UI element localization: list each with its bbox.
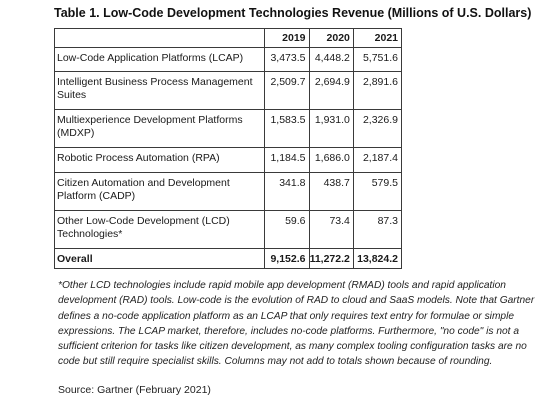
total-row: Overall 9,152.6 11,272.2 13,824.2 <box>53 248 403 269</box>
total-2020: 11,272.2 <box>308 248 354 269</box>
value-2019: 1,184.5 <box>264 147 310 173</box>
total-2021: 13,824.2 <box>352 248 403 269</box>
value-2021: 87.3 <box>352 210 403 249</box>
value-2021: 2,187.4 <box>352 147 403 173</box>
table-title: Table 1. Low-Code Development Technologi… <box>54 6 532 20</box>
value-2021: 5,751.6 <box>352 47 403 72</box>
value-2020: 438.7 <box>308 172 354 211</box>
table-row: Other Low-Code Development (LCD) Technol… <box>53 210 403 249</box>
value-2019: 2,509.7 <box>264 71 310 110</box>
value-2020: 1,931.0 <box>308 109 354 148</box>
value-2020: 2,694.9 <box>308 71 354 110</box>
value-2020: 4,448.2 <box>308 47 354 72</box>
header-cell-2019: 2019 <box>264 28 310 48</box>
table-row: Citizen Automation and Development Platf… <box>53 172 403 211</box>
value-2021: 2,891.6 <box>352 71 403 110</box>
row-label: Robotic Process Automation (RPA) <box>53 147 266 173</box>
total-label: Overall <box>53 248 266 269</box>
value-2021: 2,326.9 <box>352 109 403 148</box>
value-2020: 73.4 <box>308 210 354 249</box>
header-cell-2020: 2020 <box>308 28 354 48</box>
header-cell-2021: 2021 <box>352 28 403 48</box>
value-2019: 3,473.5 <box>264 47 310 72</box>
row-label: Other Low-Code Development (LCD) Technol… <box>53 210 266 249</box>
source-line: Source: Gartner (February 2021) <box>58 384 211 396</box>
value-2021: 579.5 <box>352 172 403 211</box>
value-2019: 341.8 <box>264 172 310 211</box>
table-row: Multiexperience Development Platforms (M… <box>53 109 403 148</box>
value-2019: 1,583.5 <box>264 109 310 148</box>
total-2019: 9,152.6 <box>264 248 310 269</box>
row-label: Citizen Automation and Development Platf… <box>53 172 266 211</box>
header-cell-empty <box>53 28 266 48</box>
table-row: Low-Code Application Platforms (LCAP) 3,… <box>53 47 403 72</box>
row-label: Intelligent Business Process Management … <box>53 71 266 110</box>
row-label: Low-Code Application Platforms (LCAP) <box>53 47 266 72</box>
revenue-table: 2019 2020 2021 Low-Code Application Plat… <box>53 28 403 269</box>
value-2019: 59.6 <box>264 210 310 249</box>
table-row: Robotic Process Automation (RPA) 1,184.5… <box>53 147 403 173</box>
value-2020: 1,686.0 <box>308 147 354 173</box>
table-row: Intelligent Business Process Management … <box>53 71 403 110</box>
header-row: 2019 2020 2021 <box>53 28 403 48</box>
row-label: Multiexperience Development Platforms (M… <box>53 109 266 148</box>
footnote: *Other LCD technologies include rapid mo… <box>58 280 535 368</box>
